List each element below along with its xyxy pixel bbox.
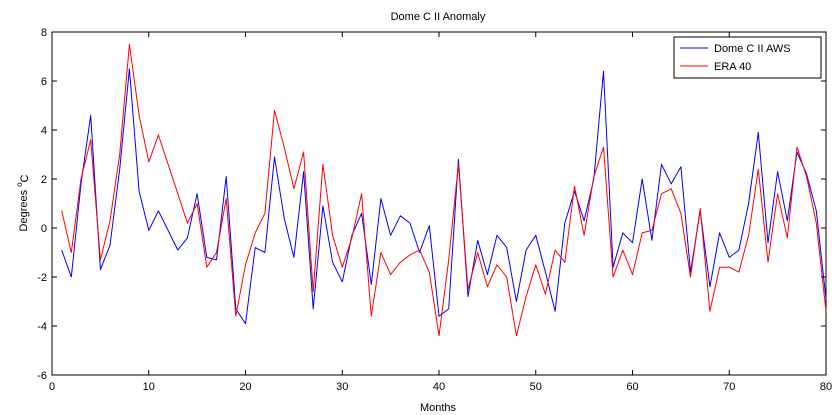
y-tick-label: -2 (37, 272, 47, 284)
y-tick-label: -6 (37, 370, 47, 382)
x-tick-label: 30 (336, 381, 348, 393)
x-tick-label: 10 (143, 381, 155, 393)
y-tick-label: 2 (41, 174, 47, 186)
x-tick-label: 80 (820, 381, 832, 393)
plot-frame (51, 31, 827, 376)
legend-box (673, 36, 822, 79)
chart-title: Dome C II Anomaly (391, 11, 486, 23)
y-tick-label: 0 (41, 223, 47, 235)
y-tick-label: 8 (41, 27, 47, 39)
y-axis-label: Degrees oC (15, 174, 31, 231)
legend-label-aws: Dome C II AWS (714, 43, 791, 55)
y-axis-label-sup: o (15, 182, 24, 187)
legend: Dome C II AWS ERA 40 (673, 36, 822, 79)
x-tick-label: 70 (723, 381, 735, 393)
plot-area (51, 31, 827, 376)
x-tick-label: 20 (239, 381, 251, 393)
x-tick-label: 0 (49, 381, 55, 393)
legend-label-era40: ERA 40 (714, 61, 751, 73)
y-axis-label-sub: C (19, 174, 31, 182)
y-tick-label: 4 (41, 125, 47, 137)
y-axis-label-text: Degrees (18, 189, 30, 231)
series-layer (61, 43, 827, 337)
x-tick-label: 40 (433, 381, 445, 393)
ticks-layer: 0 10 20 30 40 50 60 70 80 -6 -4 -2 0 2 4 6 8 (37, 27, 832, 393)
series-line-1 (61, 43, 827, 337)
x-tick-label: 60 (626, 381, 638, 393)
y-tick-label: 6 (41, 76, 47, 88)
x-axis-label: Months (420, 402, 457, 414)
x-tick-label: 50 (530, 381, 542, 393)
y-tick-label: -4 (37, 321, 47, 333)
